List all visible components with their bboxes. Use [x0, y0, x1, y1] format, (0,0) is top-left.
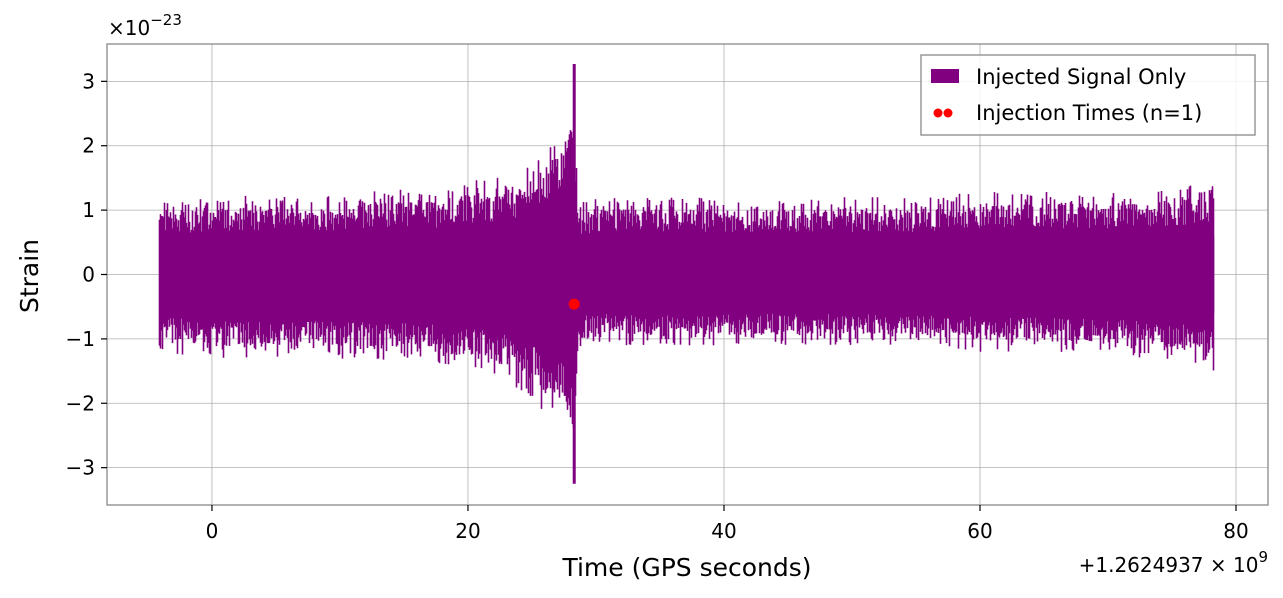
legend-label-injection-times: Injection Times (n=1)	[976, 101, 1202, 125]
x-tick-label: 0	[206, 519, 219, 543]
injection-time-point	[568, 298, 580, 310]
legend-swatch-injected-signal	[931, 69, 959, 83]
signal-line	[158, 130, 1215, 445]
legend-box	[920, 54, 1256, 136]
x-axis-offset: +1.2624937 × 109	[1079, 548, 1268, 577]
y-tick-label: −2	[66, 391, 95, 415]
series-layer	[158, 63, 1215, 484]
y-tick-label: 2	[82, 134, 95, 158]
x-tick-label: 20	[455, 519, 480, 543]
y-tick-label: −3	[66, 456, 95, 480]
x-axis-label: Time (GPS seconds)	[561, 553, 811, 582]
y-tick-label: −1	[66, 327, 95, 351]
x-axis-ticks: 0 20 40 60 80	[206, 505, 1249, 543]
y-tick-label: 3	[82, 69, 95, 93]
legend-label-injected-signal: Injected Signal Only	[976, 65, 1186, 89]
x-tick-label: 40	[711, 519, 736, 543]
y-axis-multiplier: ×10−23	[108, 11, 182, 40]
y-tick-label: 1	[82, 198, 95, 222]
y-axis-ticks: −3 −2 −1 0 1 2 3	[66, 69, 107, 480]
legend: Injected Signal Only Injection Times (n=…	[920, 54, 1256, 136]
x-tick-label: 80	[1223, 519, 1248, 543]
legend-marker-injection-times	[933, 108, 943, 118]
x-tick-label: 60	[967, 519, 992, 543]
legend-marker-injection-times-2	[943, 108, 953, 118]
y-tick-label: 0	[82, 263, 95, 287]
y-axis-label: Strain	[15, 239, 44, 313]
